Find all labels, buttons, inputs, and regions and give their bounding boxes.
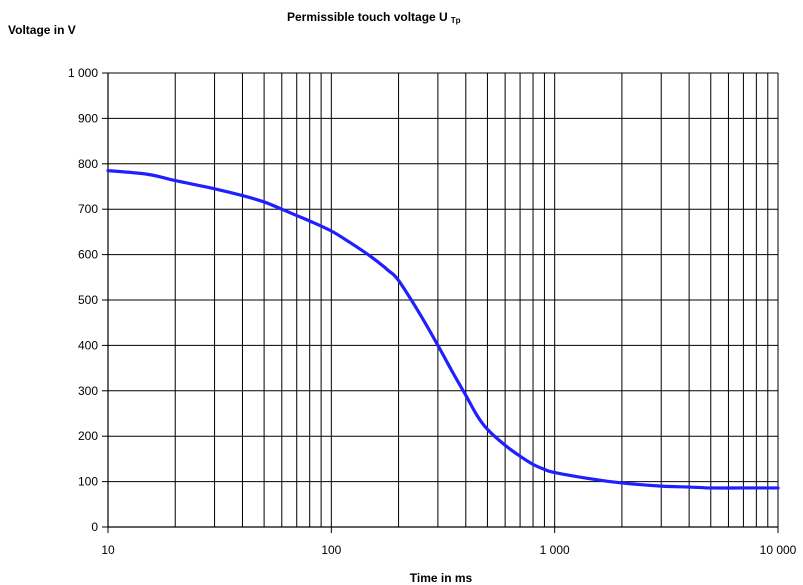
- chart-title: Permissible touch voltage U Tp: [287, 10, 461, 25]
- x-tick-label: 1 000: [540, 543, 570, 557]
- grid: [108, 72, 779, 527]
- y-tick-label: 500: [78, 293, 98, 307]
- series-group: [106, 169, 780, 490]
- y-tick-label: 900: [78, 111, 98, 125]
- y-tick-label: 1 000: [68, 66, 98, 80]
- chart-title-main: Permissible touch voltage U: [287, 10, 448, 24]
- y-tick-label: 100: [78, 475, 98, 489]
- y-tick-labels: 0 100 200 300 400 500 600 700 800 900 1 000: [68, 66, 98, 534]
- series-line: [106, 169, 780, 490]
- y-tick-label: 200: [78, 429, 98, 443]
- y-tick-label: 600: [78, 248, 98, 262]
- chart-title-subscript: Tp: [451, 16, 461, 25]
- x-tick-labels: 10 100 1 000 10 000: [101, 543, 796, 557]
- x-tick-label: 100: [321, 543, 341, 557]
- y-tick-label: 400: [78, 338, 98, 352]
- x-tick-label: 10 000: [760, 543, 797, 557]
- y-tick-label: 300: [78, 384, 98, 398]
- y-tick-label: 0: [91, 520, 98, 534]
- y-tick-label: 800: [78, 157, 98, 171]
- y-tick-label: 700: [78, 202, 98, 216]
- x-tick-label: 10: [101, 543, 115, 557]
- x-axis-label: Time in ms: [410, 571, 473, 585]
- axes: [102, 72, 779, 533]
- y-axis-label: Voltage in V: [8, 23, 76, 37]
